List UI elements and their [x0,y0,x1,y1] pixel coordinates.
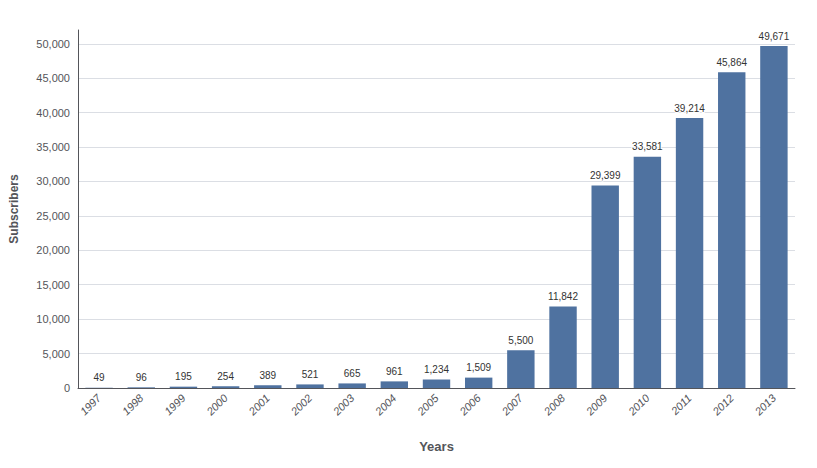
svg-text:49: 49 [94,372,106,383]
svg-text:2003: 2003 [330,391,357,418]
svg-text:0: 0 [64,382,70,394]
svg-text:665: 665 [344,368,361,379]
svg-text:45,864: 45,864 [716,57,747,68]
svg-text:2000: 2000 [203,391,230,418]
svg-text:20,000: 20,000 [36,244,70,256]
svg-text:2002: 2002 [288,392,314,418]
svg-text:1,509: 1,509 [466,362,491,373]
svg-text:49,671: 49,671 [759,31,790,42]
svg-text:1999: 1999 [162,392,188,418]
svg-text:45,000: 45,000 [36,72,70,84]
svg-text:Subscribers: Subscribers [7,174,21,244]
svg-text:2011: 2011 [668,392,694,418]
svg-text:29,399: 29,399 [590,170,621,181]
svg-text:50,000: 50,000 [36,38,70,50]
svg-text:33,581: 33,581 [632,141,663,152]
svg-text:254: 254 [217,371,234,382]
svg-text:2012: 2012 [710,392,736,418]
svg-text:2001: 2001 [246,392,272,418]
svg-text:10,000: 10,000 [36,313,70,325]
svg-text:96: 96 [136,372,148,383]
svg-text:961: 961 [386,366,403,377]
svg-text:30,000: 30,000 [36,175,70,187]
svg-text:5,500: 5,500 [508,335,533,346]
svg-text:5,000: 5,000 [42,348,70,360]
svg-text:1997: 1997 [78,391,104,417]
svg-text:2004: 2004 [372,392,398,418]
svg-text:39,214: 39,214 [674,103,705,114]
svg-text:Years: Years [419,439,454,454]
svg-text:2006: 2006 [456,391,483,418]
svg-text:15,000: 15,000 [36,279,70,291]
svg-text:40,000: 40,000 [36,107,70,119]
svg-text:389: 389 [259,370,276,381]
svg-text:25,000: 25,000 [36,210,70,222]
svg-text:2013: 2013 [752,391,779,418]
svg-text:2005: 2005 [414,391,441,418]
svg-text:2010: 2010 [625,391,652,418]
svg-text:521: 521 [302,369,319,380]
svg-text:35,000: 35,000 [36,141,70,153]
svg-text:2007: 2007 [499,391,526,418]
svg-text:195: 195 [175,371,192,382]
svg-text:2008: 2008 [541,391,568,418]
svg-text:2009: 2009 [583,392,609,418]
svg-text:1,234: 1,234 [424,364,449,375]
svg-text:11,842: 11,842 [548,291,578,302]
svg-text:1998: 1998 [120,391,146,417]
